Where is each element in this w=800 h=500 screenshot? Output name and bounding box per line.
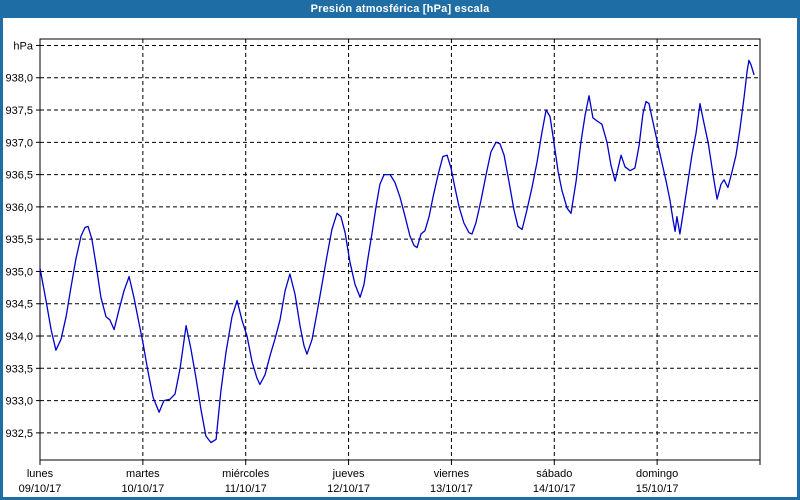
y-tick-label: 933,0	[5, 396, 33, 408]
plot-border	[39, 38, 761, 461]
date-label: 11/10/17	[225, 483, 267, 495]
y-tick-label: 933,5	[5, 363, 33, 375]
y-tick-label: 936,0	[5, 202, 33, 214]
y-tick-label: 932,5	[5, 428, 33, 440]
y-tick-label: 935,5	[5, 234, 33, 246]
weekday-label: martes	[126, 468, 160, 480]
weekday-label: domingo	[636, 468, 678, 480]
y-tick-label: 934,5	[5, 299, 33, 311]
titlebar: Presión atmosférica [hPa] escala	[3, 3, 797, 18]
weekday-label: viernes	[434, 468, 470, 480]
date-label: 13/10/17	[430, 483, 473, 495]
pressure-line	[39, 59, 755, 444]
date-label: 10/10/17	[121, 483, 164, 495]
weekday-label: sábado	[536, 468, 572, 480]
unit-label: hPa	[13, 40, 33, 52]
y-tick-label: 937,0	[5, 137, 33, 149]
y-tick-label: 938,0	[5, 73, 33, 85]
pressure-chart: hPa 938,0 937,5 937,0 936,5 936,0 935,5 935,0 93…	[5, 38, 761, 495]
y-tick-label: 934,0	[5, 331, 33, 343]
weekday-label: lunes	[27, 468, 54, 480]
y-tick-label: 936,5	[5, 170, 33, 182]
date-label: 09/10/17	[19, 483, 62, 495]
weekday-label: jueves	[332, 468, 365, 480]
window-title: Presión atmosférica [hPa] escala	[310, 3, 490, 15]
y-tick-label: 935,0	[5, 266, 33, 278]
y-tick-label: 937,5	[5, 105, 33, 117]
date-label: 15/10/17	[636, 483, 679, 495]
date-label: 12/10/17	[327, 483, 370, 495]
chart-area: hPa 938,0 937,5 937,0 936,5 936,0 935,5 935,0 93…	[3, 18, 797, 497]
date-label: 14/10/17	[533, 483, 576, 495]
weekday-label: miércoles	[222, 468, 270, 480]
